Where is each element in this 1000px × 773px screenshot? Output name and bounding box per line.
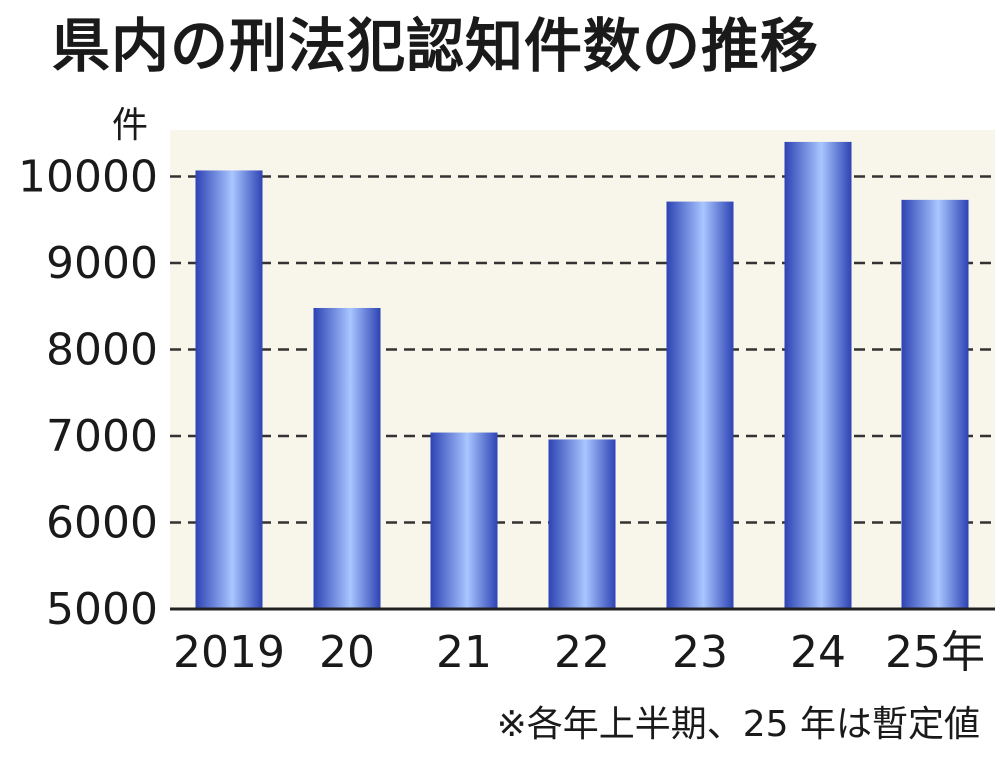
- x-tick-labels: 2019 20 21 22 23 24 25年: [173, 627, 985, 678]
- chart-title: 県内の刑法犯認知件数の推移: [52, 12, 820, 80]
- x-tick-label: 22: [554, 627, 610, 678]
- bar-23: [666, 201, 734, 609]
- x-tick-label: 23: [672, 627, 728, 678]
- y-tick-label: 10000: [18, 152, 158, 203]
- y-tick-label: 6000: [46, 498, 158, 549]
- x-tick-label: 25年: [885, 627, 985, 678]
- bar-2019: [195, 170, 263, 609]
- bar-20: [313, 307, 381, 609]
- bar-24: [784, 141, 852, 609]
- y-axis-unit: 件: [112, 105, 149, 146]
- x-tick-label: 24: [790, 627, 846, 678]
- grid-lines: [170, 175, 995, 524]
- y-tick-label: 5000: [46, 584, 158, 635]
- y-tick-label: 8000: [46, 325, 158, 376]
- y-tick-label: 7000: [46, 411, 158, 462]
- y-tick-labels: 5000 6000 7000 8000 9000 10000: [18, 152, 158, 636]
- x-tick-label: 2019: [173, 627, 285, 678]
- x-tick-label: 21: [436, 627, 492, 678]
- footnote: ※各年上半期、25 年は暫定値: [496, 704, 980, 745]
- bar-21: [430, 432, 498, 609]
- bar-25年: [901, 199, 969, 610]
- y-tick-label: 9000: [46, 238, 158, 289]
- bar-22: [548, 439, 616, 609]
- bars: [195, 141, 969, 610]
- x-tick-label: 20: [319, 627, 375, 678]
